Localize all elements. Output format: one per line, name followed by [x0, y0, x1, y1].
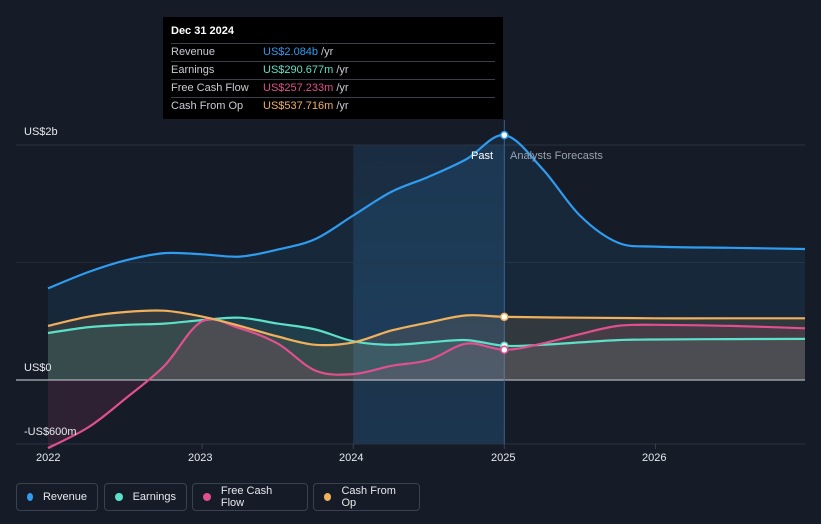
tooltip-row-revenue: Revenue US$2.084b /yr [171, 43, 495, 61]
tooltip-value: US$257.233m [263, 82, 334, 94]
y-tick-label-top: US$2b [24, 126, 58, 138]
legend-label: Cash From Op [341, 485, 396, 509]
area-earnings [48, 317, 805, 380]
tooltip-label: Earnings [171, 64, 215, 76]
legend-item-revenue[interactable]: Revenue [16, 483, 98, 511]
marker-free-cash-flow [500, 345, 509, 355]
line-revenue [47, 133, 806, 290]
marker-revenue [500, 130, 509, 140]
tooltip-label: Revenue [171, 46, 216, 58]
legend-item-free-cash-flow[interactable]: Free Cash Flow [192, 483, 308, 511]
legend-dot-icon [115, 493, 123, 501]
legend-dot-icon [203, 493, 211, 501]
legend-item-earnings[interactable]: Earnings [104, 483, 187, 511]
legend-label: Free Cash Flow [220, 485, 273, 509]
tooltip-value: US$290.677m [263, 64, 334, 76]
tooltip-label: Free Cash Flow [171, 82, 249, 94]
tooltip-unit: /yr [321, 46, 334, 58]
y-tick-label-bottom: -US$600m [24, 426, 77, 438]
tooltip-unit: /yr [336, 100, 349, 112]
legend-label: Revenue [42, 491, 87, 503]
x-tick-label-2026: 2026 [642, 452, 667, 464]
tooltip-row-cash-from-op: Cash From Op US$537.716m /yr [171, 97, 495, 115]
marker-cash-from-op [500, 312, 509, 322]
legend-dot-icon [27, 493, 33, 501]
highlight-band [353, 145, 505, 444]
tooltip-row-free-cash-flow: Free Cash Flow US$257.233m /yr [171, 79, 495, 97]
tooltip-unit: /yr [336, 82, 349, 94]
tooltip-label: Cash From Op [171, 100, 244, 112]
tooltip-unit: /yr [336, 64, 349, 76]
legend-label: Earnings [132, 491, 176, 503]
x-tick-label-2025: 2025 [491, 452, 516, 464]
x-tick-label-2024: 2024 [339, 452, 364, 464]
x-tick-label-2022: 2022 [36, 452, 61, 464]
line-free-cash-flow [47, 318, 806, 450]
tooltip-value: US$2.084b [263, 46, 319, 58]
line-cash-from-op [47, 309, 805, 347]
past-label: Past [471, 150, 494, 162]
line-earnings [47, 316, 806, 348]
legend-item-cash-from-op[interactable]: Cash From Op [313, 483, 420, 511]
area-free-cash-flow [48, 319, 805, 449]
data-tooltip: Dec 31 2024 Revenue US$2.084b /yr Earnin… [163, 17, 503, 119]
legend-dot-icon [324, 493, 332, 501]
tooltip-row-earnings: Earnings US$290.677m /yr [171, 61, 495, 79]
forecast-label: Analysts Forecasts [510, 150, 603, 162]
y-tick-label-zero: US$0 [24, 362, 52, 374]
tooltip-date: Dec 31 2024 [171, 25, 234, 37]
x-tick-label-2023: 2023 [188, 452, 213, 464]
tooltip-value: US$537.716m [263, 100, 334, 112]
